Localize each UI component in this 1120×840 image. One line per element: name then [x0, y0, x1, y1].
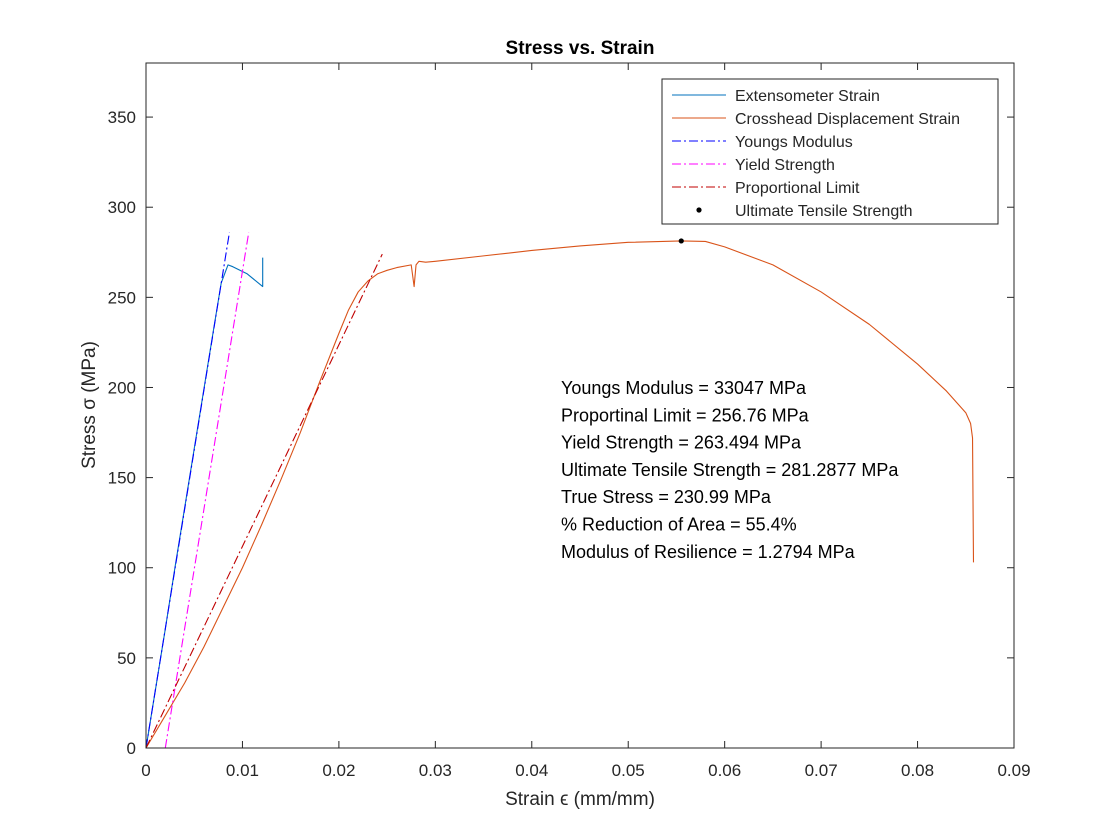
y-tick-label: 250 [108, 288, 136, 307]
x-tick-label: 0.01 [226, 761, 259, 780]
annotation-line: Ultimate Tensile Strength = 281.2877 MPa [561, 460, 899, 480]
annotation-line: Modulus of Resilience = 1.2794 MPa [561, 542, 856, 562]
legend-entry: Crosshead Displacement Strain [735, 111, 960, 128]
plot-area [145, 232, 975, 749]
plot-frame [145, 62, 1015, 749]
annotation-line: Proportinal Limit = 256.76 MPa [561, 405, 810, 425]
x-tick-label: 0.09 [997, 761, 1030, 780]
x-tick-label: 0.04 [515, 761, 548, 780]
x-tick-label: 0.03 [419, 761, 452, 780]
x-axis-title: Strain ϵ (mm/mm) [505, 789, 655, 810]
x-tick-label: 0 [141, 761, 150, 780]
legend-entry: Yield Strength [735, 157, 835, 174]
annotation-line: True Stress = 230.99 MPa [561, 487, 772, 507]
legend-entry: Proportional Limit [735, 180, 860, 197]
x-tick-label: 0.02 [322, 761, 355, 780]
series-line-2 [145, 232, 230, 749]
legend-entry: Youngs Modulus [735, 134, 853, 151]
x-tick-label: 0.08 [901, 761, 934, 780]
series-line-3 [164, 232, 250, 749]
y-tick-label: 0 [127, 739, 136, 758]
legend-entry: Extensometer Strain [735, 88, 880, 105]
annotation-block: Youngs Modulus = 33047 MPa Proportinal Li… [561, 378, 899, 562]
legend-marker [696, 207, 702, 213]
uts-point [678, 238, 684, 244]
legend-entry: Ultimate Tensile Strength [735, 203, 913, 220]
legend-box [661, 78, 999, 225]
y-tick-label: 350 [108, 108, 136, 127]
chart-title: Stress vs. Strain [506, 38, 655, 59]
annotation-line: Yield Strength = 263.494 MPa [561, 433, 802, 453]
axis-ticks: 0 0.01 0.02 0.03 0.04 0.05 0.06 0.07 0.08 0.09 0 50… [108, 63, 1031, 780]
x-tick-label: 0.07 [805, 761, 838, 780]
x-tick-label: 0.06 [708, 761, 741, 780]
annotation-line: Youngs Modulus = 33047 MPa [561, 378, 807, 398]
x-tick-label: 0.05 [612, 761, 645, 780]
legend: Extensometer Strain Crosshead Displacemen… [661, 78, 999, 225]
series-line-4 [145, 253, 383, 749]
y-tick-label: 150 [108, 469, 136, 488]
y-tick-label: 50 [117, 649, 136, 668]
series-line-1 [145, 240, 975, 749]
y-axis-title: Stress σ (MPa) [79, 341, 100, 469]
y-tick-label: 200 [108, 378, 136, 397]
y-tick-label: 100 [108, 559, 136, 578]
annotation-line: % Reduction of Area = 55.4% [561, 515, 797, 535]
y-tick-label: 300 [108, 198, 136, 217]
